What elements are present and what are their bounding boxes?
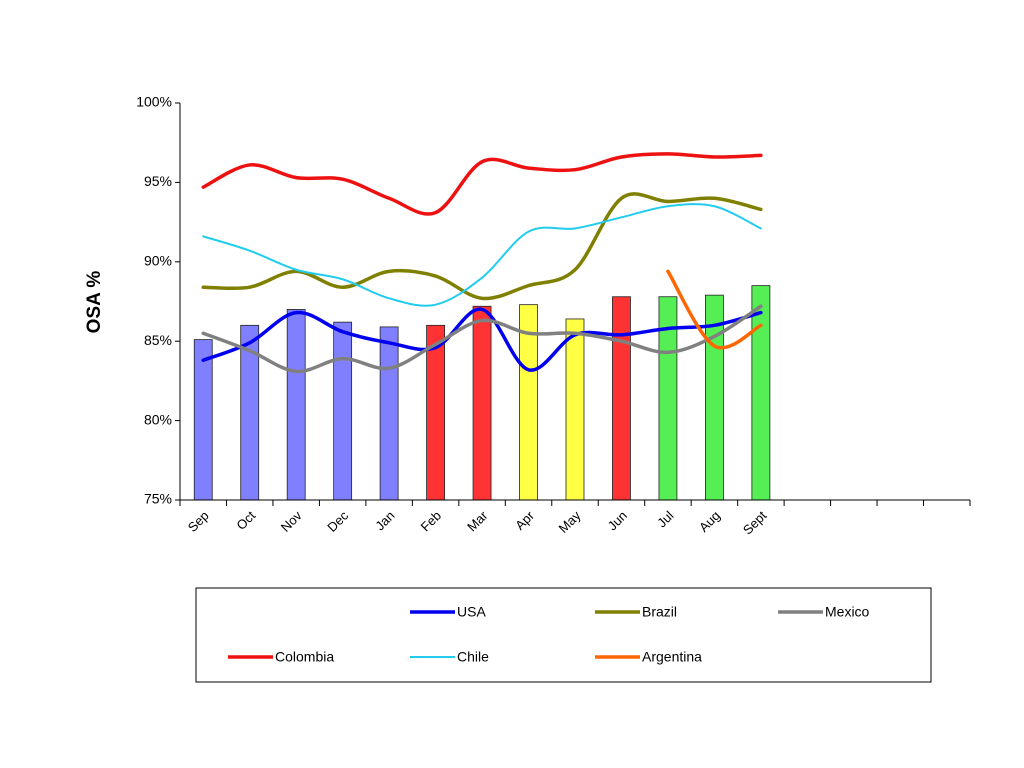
- legend-box: [195, 587, 932, 683]
- x-tick-label: Mar: [464, 507, 491, 534]
- bar: [379, 326, 399, 501]
- legend-label: Argentina: [642, 649, 702, 665]
- y-tick-label: 100%: [136, 94, 172, 110]
- bar: [565, 318, 585, 501]
- y-axis-label: OSA %: [84, 271, 105, 334]
- bar: [612, 296, 631, 501]
- y-tick-label: 75%: [144, 491, 172, 507]
- bar: [751, 285, 771, 501]
- bar: [333, 321, 353, 501]
- x-tick-label: Aug: [696, 508, 723, 535]
- x-tick-label: Sept: [740, 508, 770, 538]
- legend-label: USA: [457, 604, 486, 620]
- bar: [426, 324, 445, 501]
- x-tick-label: May: [556, 508, 584, 536]
- series-line: [666, 269, 763, 350]
- x-tick-label: Sep: [185, 508, 212, 535]
- legend-label: Brazil: [642, 604, 677, 620]
- series-line: [201, 307, 763, 372]
- x-tick-label: Feb: [418, 508, 444, 534]
- series-line: [201, 304, 763, 374]
- legend-label: Chile: [457, 649, 489, 665]
- legend-label: Colombia: [275, 649, 334, 665]
- x-tick-label: Oct: [233, 508, 258, 533]
- x-tick-label: Jan: [372, 508, 397, 533]
- y-tick-label: 80%: [144, 411, 172, 427]
- bar: [193, 339, 213, 501]
- series-line: [201, 192, 763, 301]
- x-tick-label: Jul: [654, 508, 676, 530]
- series-line: [202, 203, 762, 307]
- y-tick-label: 95%: [144, 173, 172, 189]
- legend-label: Mexico: [825, 604, 870, 620]
- x-tick-label: Nov: [278, 508, 305, 535]
- x-tick-label: Dec: [324, 508, 351, 535]
- x-tick-label: Apr: [512, 507, 537, 532]
- bar: [286, 309, 306, 501]
- y-tick-label: 85%: [144, 332, 172, 348]
- x-tick-label: Jun: [605, 508, 630, 533]
- y-tick-label: 90%: [144, 253, 172, 269]
- bar: [472, 305, 492, 501]
- series-line: [201, 152, 763, 216]
